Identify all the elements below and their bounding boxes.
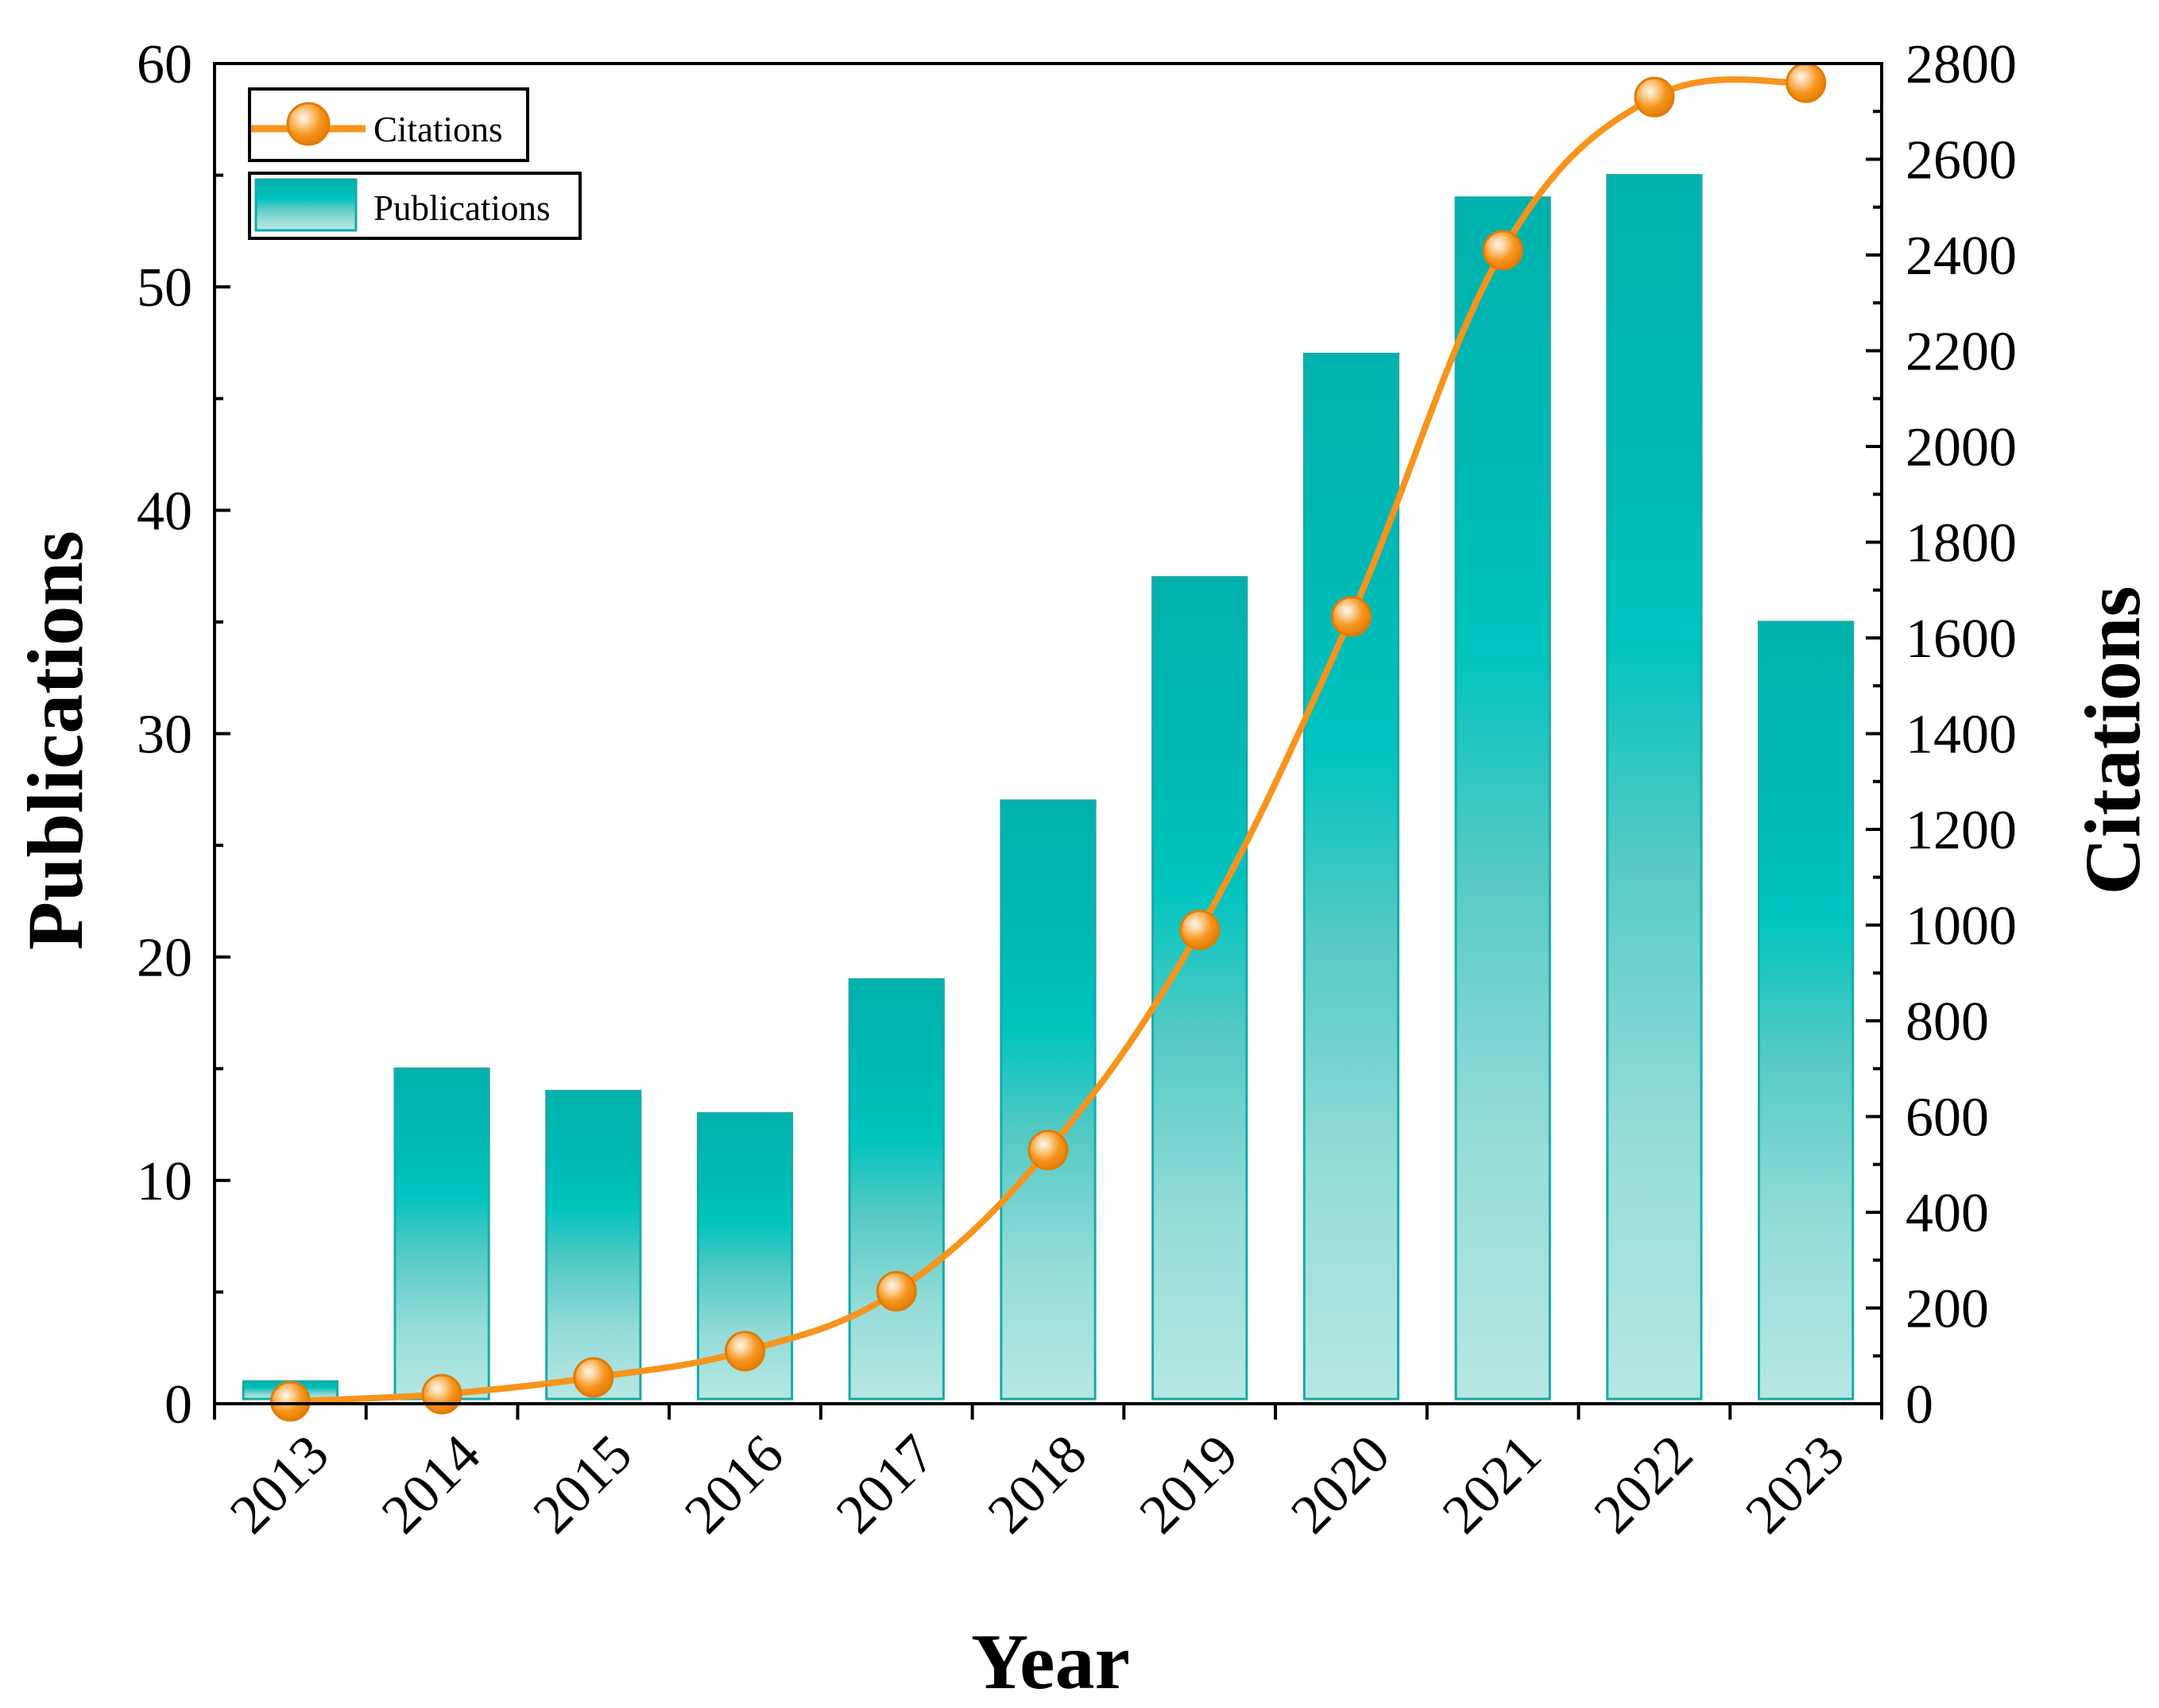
y-tick-label: 30 <box>137 705 192 766</box>
y2-tick-label: 1600 <box>1906 609 2017 670</box>
y2-tick-label: 0 <box>1906 1374 1933 1436</box>
bar-2021 <box>1454 196 1551 1401</box>
x-tick-label-2014: 2014 <box>370 1424 492 1545</box>
legend-publications-label: Publications <box>373 188 551 228</box>
x-tick-label-2020: 2020 <box>1279 1424 1401 1545</box>
y2-tick-label: 400 <box>1906 1183 1989 1244</box>
y-tick-label: 0 <box>164 1374 192 1436</box>
y2-tick-label: 2800 <box>1906 34 2017 95</box>
y-axis-title: Publications <box>11 531 99 950</box>
citation-point-2021 <box>1482 230 1523 271</box>
x-tick-label-2019: 2019 <box>1128 1424 1250 1545</box>
bar-2018 <box>1000 799 1097 1401</box>
bar-2022 <box>1606 174 1703 1401</box>
y2-tick-label: 200 <box>1906 1279 1989 1340</box>
citation-point-2023 <box>1786 62 1827 103</box>
y2-tick-label: 1800 <box>1906 513 2017 574</box>
y2-axis-title: Citations <box>2068 586 2157 895</box>
x-tick-label-2018: 2018 <box>977 1424 1098 1545</box>
x-tick-label-2016: 2016 <box>673 1424 795 1545</box>
y2-tick-label: 600 <box>1906 1088 1989 1149</box>
x-tick-label-2023: 2023 <box>1735 1424 1856 1545</box>
citation-point-2013 <box>269 1381 311 1422</box>
y2-tick-label: 800 <box>1906 991 1989 1053</box>
x-tick-label-2022: 2022 <box>1583 1424 1704 1545</box>
x-tick-label-2013: 2013 <box>219 1424 340 1545</box>
x-tick-label-2015: 2015 <box>522 1424 644 1545</box>
bar-2017 <box>848 978 945 1401</box>
x-tick-label-2017: 2017 <box>825 1424 946 1545</box>
plot-area: 0102030405060020040060080010001200140016… <box>137 34 2017 1545</box>
y-tick-label: 60 <box>137 34 192 95</box>
citation-point-2014 <box>421 1374 462 1415</box>
y-tick-label: 10 <box>137 1151 192 1212</box>
citation-point-2019 <box>1179 910 1221 951</box>
legend-publications-swatch <box>254 178 358 232</box>
y2-tick-label: 2200 <box>1906 322 2017 383</box>
y2-tick-label: 1200 <box>1906 800 2017 861</box>
citation-point-2017 <box>876 1270 917 1312</box>
y-tick-label: 40 <box>137 481 192 542</box>
citation-point-2020 <box>1330 596 1372 637</box>
citation-point-2022 <box>1634 76 1675 118</box>
y-tick-label: 20 <box>137 928 192 989</box>
legend: Citations Publications <box>248 87 582 240</box>
bar-2020 <box>1302 353 1400 1401</box>
bar-2014 <box>393 1067 490 1401</box>
x-tick-label-2021: 2021 <box>1431 1424 1553 1545</box>
x-axis-title: Year <box>971 1617 1130 1706</box>
y-tick-label: 50 <box>137 257 192 319</box>
y2-tick-label: 1400 <box>1906 705 2017 766</box>
citation-point-2018 <box>1027 1130 1069 1171</box>
legend-citations-label: Citations <box>373 110 503 149</box>
bar-2023 <box>1758 620 1855 1401</box>
legend-citations-marker <box>286 102 331 146</box>
bar-2015 <box>545 1089 642 1401</box>
citation-point-2015 <box>573 1357 614 1398</box>
y2-tick-label: 1000 <box>1906 896 2017 957</box>
y2-tick-label: 2600 <box>1906 130 2017 191</box>
y2-tick-label: 2400 <box>1906 226 2017 287</box>
y2-tick-label: 2000 <box>1906 417 2017 478</box>
citation-point-2016 <box>725 1331 766 1372</box>
